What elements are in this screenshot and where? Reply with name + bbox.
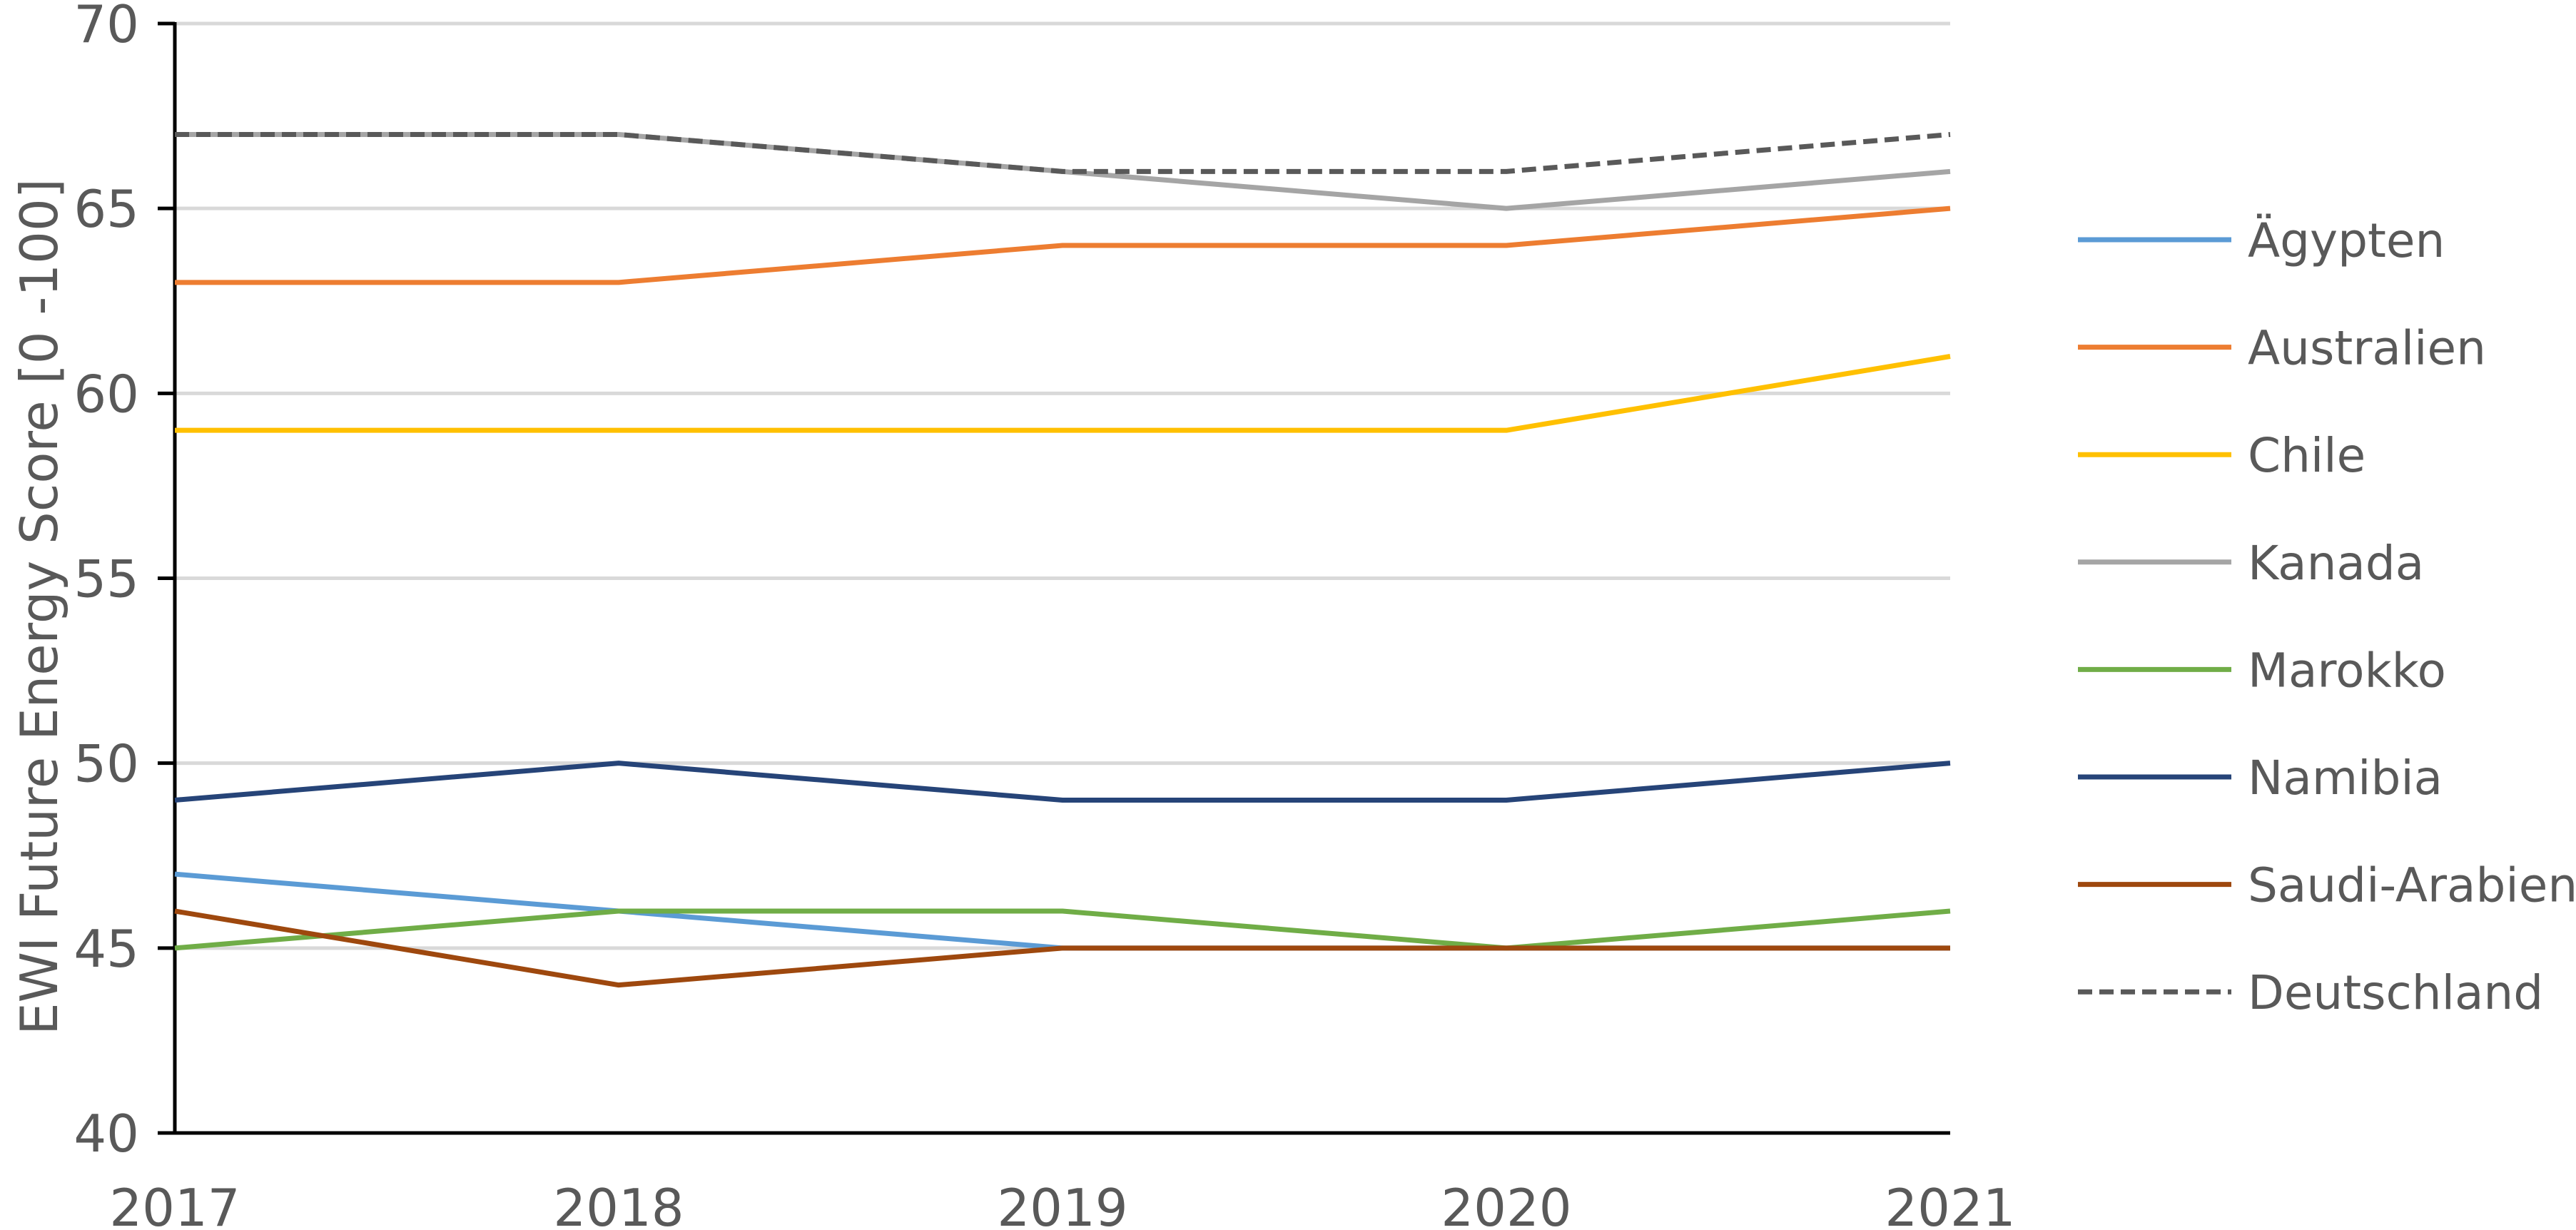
x-tick-label: 2020 <box>1441 1178 1571 1230</box>
series-line-saudi-arabien <box>174 908 1950 988</box>
legend-label: Kanada <box>2248 536 2424 591</box>
x-tick-label: 2019 <box>997 1178 1127 1230</box>
legend-label: Marokko <box>2248 643 2446 698</box>
y-tick-label: 45 <box>73 919 139 979</box>
y-tick-label: 50 <box>73 734 139 794</box>
x-tick-label: 2018 <box>553 1178 684 1230</box>
y-tick-label: 65 <box>73 179 139 239</box>
series-line-namibia <box>174 761 1951 803</box>
legend-label: Saudi-Arabien <box>2248 858 2576 913</box>
y-tick-label: 40 <box>73 1104 139 1164</box>
series-line-deutschland <box>175 132 1951 174</box>
series-line-chile <box>175 354 1951 433</box>
y-tick-label: 60 <box>73 364 139 424</box>
series-line-marokko <box>174 908 1951 951</box>
legend-label: Namibia <box>2248 751 2443 805</box>
x-tick-label: 2021 <box>1885 1178 2015 1230</box>
legend-label: Deutschland <box>2248 965 2543 1020</box>
series-lines <box>174 132 1951 988</box>
legend-label: Australien <box>2248 321 2486 376</box>
y-axis-label: EWI Future Energy Score [0 -100] <box>9 178 69 1035</box>
legend-label: Chile <box>2248 428 2365 483</box>
x-tick-label: 2017 <box>109 1178 240 1230</box>
y-tick-labels: 40 45 50 55 60 65 70 <box>73 0 139 1164</box>
gridlines <box>175 21 1950 950</box>
y-tick-label: 55 <box>73 549 139 609</box>
x-tick-labels: 2017 2018 2019 2020 2021 <box>109 1178 2015 1230</box>
y-tick-label: 70 <box>73 0 139 54</box>
legend-label: Ägypten <box>2248 213 2445 268</box>
axes <box>158 21 1950 1135</box>
legend: Ägypten Australien Chile Kanada Marokko Namib… <box>2078 213 2576 1020</box>
series-line-australien <box>175 205 1951 285</box>
